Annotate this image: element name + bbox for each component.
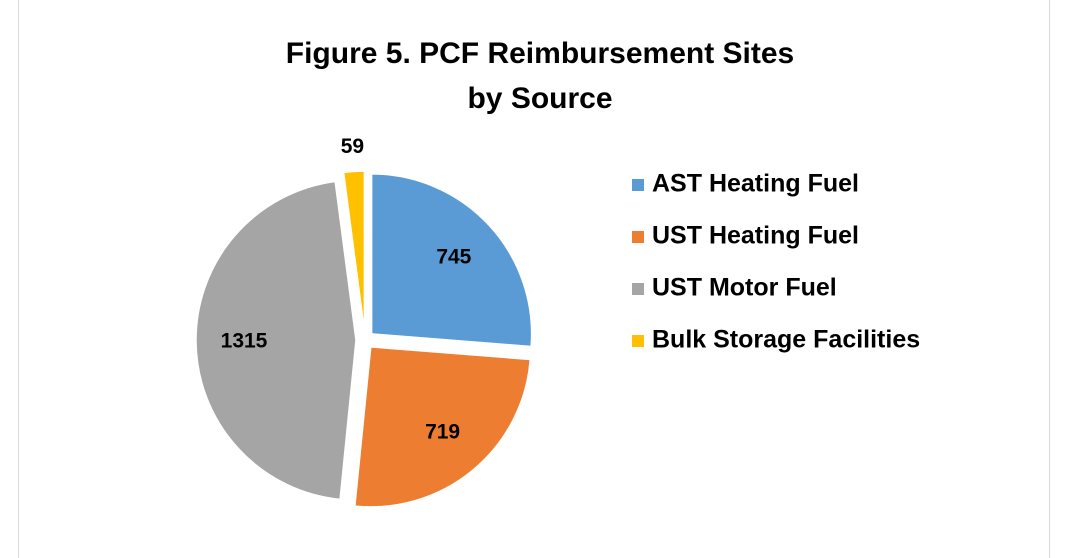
legend-swatch [632, 283, 644, 295]
legend-swatch [632, 335, 644, 347]
legend-label: UST Heating Fuel [652, 222, 859, 250]
data-label: 745 [436, 245, 471, 268]
chart-frame [18, 0, 1050, 558]
data-label: 1315 [221, 329, 268, 352]
legend-swatch [632, 231, 644, 243]
legend-label: AST Heating Fuel [652, 170, 859, 198]
legend-label: UST Motor Fuel [652, 274, 837, 302]
data-label: 59 [341, 135, 364, 158]
pie-slice [354, 346, 532, 508]
pie-slice [342, 170, 366, 332]
data-label: 719 [425, 420, 460, 443]
legend-label: Bulk Storage Facilities [652, 326, 920, 354]
pie-slice [195, 180, 357, 501]
pie-slice [370, 173, 533, 348]
chart-subtitle: by Source [467, 82, 612, 115]
legend-swatch [632, 179, 644, 191]
chart-title: Figure 5. PCF Reimbursement Sites [286, 37, 794, 70]
